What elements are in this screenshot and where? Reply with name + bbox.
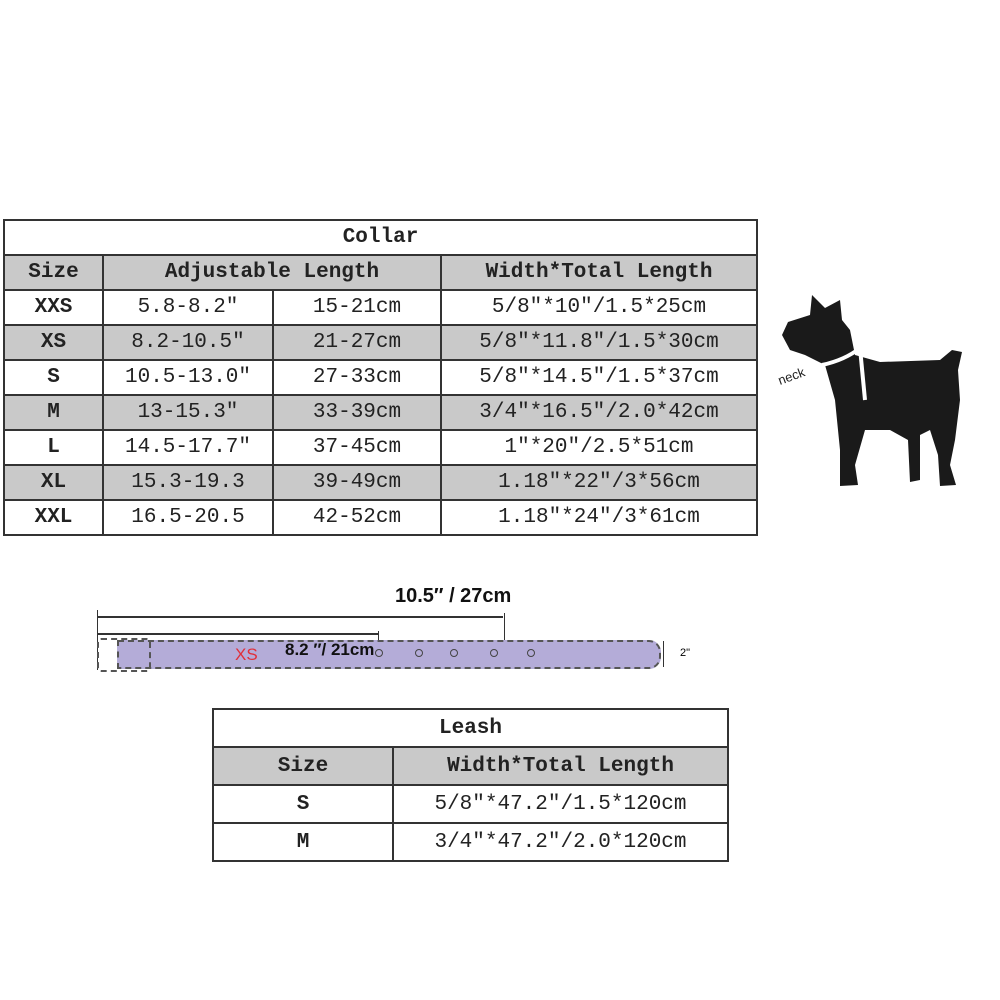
cell-size: XS — [3, 324, 104, 361]
cell-size: S — [212, 784, 394, 824]
table-row: S 5/8″*47.2″/1.5*120cm — [212, 784, 729, 824]
table-row: M 13-15.3″ 33-39cm 3/4″*16.5″/2.0*42cm — [3, 394, 758, 431]
cell-width: 5/8″*14.5″/1.5*37cm — [440, 359, 758, 396]
collar-hole — [450, 649, 458, 657]
cell-width: 5/8″*47.2″/1.5*120cm — [392, 784, 729, 824]
max-length-arrow — [98, 616, 503, 618]
cell-size: XL — [3, 464, 104, 501]
cell-cm: 27-33cm — [272, 359, 442, 396]
cell-cm: 33-39cm — [272, 394, 442, 431]
table-row: XL 15.3-19.3 39-49cm 1.18″*22″/3*56cm — [3, 464, 758, 501]
cell-cm: 21-27cm — [272, 324, 442, 361]
buckle — [97, 638, 151, 672]
collar-hole — [375, 649, 383, 657]
leash-size-table: Leash Size Width*Total Length S 5/8″*47.2… — [212, 708, 729, 862]
cell-width: 5/8″*11.8″/1.5*30cm — [440, 324, 758, 361]
cell-inch: 14.5-17.7″ — [102, 429, 274, 466]
cell-width: 1.18″*24″/3*61cm — [440, 499, 758, 536]
width-label: 2" — [680, 647, 691, 659]
cell-inch: 10.5-13.0″ — [102, 359, 274, 396]
cell-inch: 16.5-20.5 — [102, 499, 274, 536]
cell-width: 1.18″*22″/3*56cm — [440, 464, 758, 501]
collar-diagram: 10.5″ / 27cm XS 8.2 ″/ 21cm 2" — [95, 585, 705, 675]
neck-label: neck — [776, 364, 807, 388]
cell-cm: 42-52cm — [272, 499, 442, 536]
header-size: Size — [3, 254, 104, 291]
header-width-total-length: Width*Total Length — [440, 254, 758, 291]
cell-cm: 39-49cm — [272, 464, 442, 501]
collar-hole — [415, 649, 423, 657]
collar-title: Collar — [3, 219, 758, 256]
table-row: XS 8.2-10.5″ 21-27cm 5/8″*11.8″/1.5*30cm — [3, 324, 758, 361]
width-arrow — [663, 641, 664, 667]
size-label: XS — [235, 645, 258, 664]
max-mark — [504, 613, 505, 661]
dog-silhouette-icon: neck — [776, 295, 962, 486]
table-row: M 3/4″*47.2″/2.0*120cm — [212, 822, 729, 862]
collar-size-table: Collar Size Adjustable Length Width*Tota… — [3, 219, 758, 536]
cell-size: XXL — [3, 499, 104, 536]
max-length-label: 10.5″ / 27cm — [395, 585, 512, 607]
cell-inch: 13-15.3″ — [102, 394, 274, 431]
cell-size: M — [3, 394, 104, 431]
collar-hole — [527, 649, 535, 657]
min-length-label: 8.2 ″/ 21cm — [285, 640, 375, 659]
table-row: S 10.5-13.0″ 27-33cm 5/8″*14.5″/1.5*37cm — [3, 359, 758, 396]
cell-inch: 8.2-10.5″ — [102, 324, 274, 361]
collar-hole — [490, 649, 498, 657]
cell-width: 3/4″*16.5″/2.0*42cm — [440, 394, 758, 431]
cell-cm: 15-21cm — [272, 289, 442, 326]
cell-size: XXS — [3, 289, 104, 326]
cell-inch: 15.3-19.3 — [102, 464, 274, 501]
cell-width: 5/8″*10″/1.5*25cm — [440, 289, 758, 326]
cell-width: 1″*20″/2.5*51cm — [440, 429, 758, 466]
cell-size: M — [212, 822, 394, 862]
cell-cm: 37-45cm — [272, 429, 442, 466]
header-size: Size — [212, 746, 394, 786]
table-row: L 14.5-17.7″ 37-45cm 1″*20″/2.5*51cm — [3, 429, 758, 466]
collar-strap — [117, 640, 661, 669]
cell-width: 3/4″*47.2″/2.0*120cm — [392, 822, 729, 862]
cell-size: S — [3, 359, 104, 396]
table-row: XXS 5.8-8.2″ 15-21cm 5/8″*10″/1.5*25cm — [3, 289, 758, 326]
table-row: XXL 16.5-20.5 42-52cm 1.18″*24″/3*61cm — [3, 499, 758, 536]
cell-inch: 5.8-8.2″ — [102, 289, 274, 326]
leash-title: Leash — [212, 708, 729, 748]
header-width-total-length: Width*Total Length — [392, 746, 729, 786]
header-adjustable-length: Adjustable Length — [102, 254, 442, 291]
cell-size: L — [3, 429, 104, 466]
min-length-arrow — [98, 633, 378, 635]
